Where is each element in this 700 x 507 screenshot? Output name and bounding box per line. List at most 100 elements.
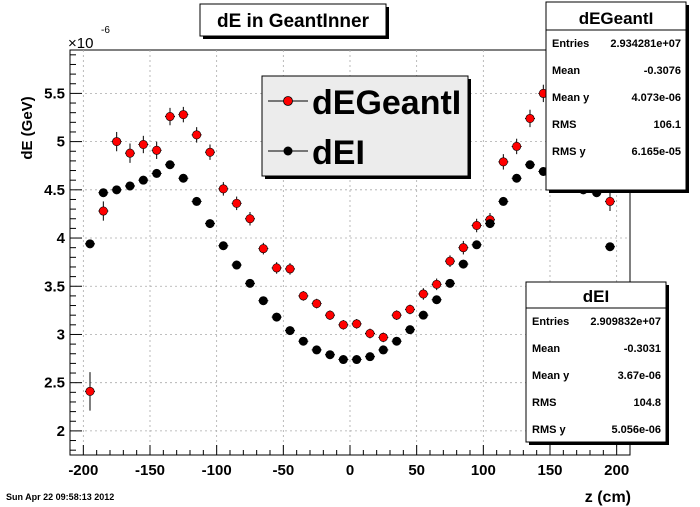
stats-box-dei-shadow-side xyxy=(666,285,669,445)
degeanti-point xyxy=(218,184,228,194)
x-tick-label: -150 xyxy=(135,462,165,479)
dei-point xyxy=(218,241,228,251)
stats-row-label: Mean xyxy=(532,343,560,355)
legend-marker-dei xyxy=(283,146,293,156)
dei-point xyxy=(205,219,215,229)
dei-point xyxy=(165,160,175,170)
dei-point xyxy=(285,326,295,336)
stats-box-dei-title: dEI xyxy=(583,287,609,306)
legend-label-degeanti: dEGeantI xyxy=(312,84,461,122)
x-tick-label: 0 xyxy=(346,462,354,479)
dei-point xyxy=(472,240,482,250)
stats-row-label: Mean xyxy=(552,65,580,77)
x-tick-label: 200 xyxy=(604,462,629,479)
x-tick-label: 150 xyxy=(537,462,562,479)
x-tick-label: 50 xyxy=(408,462,425,479)
degeanti-point xyxy=(165,112,175,122)
stats-row-value: 4.073e-06 xyxy=(631,92,681,104)
degeanti-point xyxy=(445,256,455,266)
y-axis-label: dE (GeV) xyxy=(19,96,36,159)
x-tick-label: -50 xyxy=(272,462,294,479)
legend-marker-degeanti xyxy=(283,96,293,106)
degeanti-point xyxy=(432,279,442,289)
stats-row-value: 104.8 xyxy=(633,397,661,409)
dei-point xyxy=(525,160,535,170)
dei-point xyxy=(445,278,455,288)
stats-row-value: 6.165e-05 xyxy=(631,146,681,158)
dei-point xyxy=(178,173,188,183)
chart-title: dE in GeantInner xyxy=(217,11,370,32)
stats-box-degeanti-title: dEGeantI xyxy=(579,9,654,28)
x-tick-label: -100 xyxy=(202,462,232,479)
degeanti-point xyxy=(312,299,322,309)
degeanti-point xyxy=(112,137,122,147)
dei-point xyxy=(365,352,375,362)
y-tick-label: 2.5 xyxy=(44,375,65,392)
stats-row-label: RMS y xyxy=(532,424,567,436)
degeanti-point xyxy=(152,145,162,155)
degeanti-point xyxy=(338,320,348,330)
stats-row-label: Entries xyxy=(552,38,589,50)
degeanti-point xyxy=(365,328,375,338)
stats-row-value: 2.934281e+07 xyxy=(610,38,681,50)
degeanti-point xyxy=(232,198,242,208)
degeanti-point xyxy=(98,206,108,216)
legend-shadow-side xyxy=(468,79,471,179)
title-box-shadow-side xyxy=(386,7,389,39)
stats-row-label: RMS xyxy=(552,119,576,131)
stats-box-degeanti-shadow-side xyxy=(686,5,689,193)
y-tick-label: 5 xyxy=(57,134,65,151)
dei-point xyxy=(338,355,348,365)
dei-point xyxy=(272,312,282,322)
degeanti-point xyxy=(458,243,468,253)
degeanti-point xyxy=(498,157,508,167)
dei-point xyxy=(258,296,268,306)
dei-point xyxy=(125,181,135,191)
degeanti-point xyxy=(472,221,482,231)
stats-row-value: 106.1 xyxy=(653,119,681,131)
dei-point xyxy=(112,185,122,195)
title-box-frame xyxy=(199,3,387,37)
stats-row-value: -0.3031 xyxy=(624,343,661,355)
stats-box-dei-shadow-bottom xyxy=(529,442,669,445)
dei-point xyxy=(192,196,202,206)
degeanti-point xyxy=(405,304,415,314)
dei-point xyxy=(152,168,162,178)
degeanti-point xyxy=(298,291,308,301)
dei-point xyxy=(98,188,108,198)
stats-row-label: Mean y xyxy=(532,370,570,382)
legend-entry-dei: dEI xyxy=(268,134,365,172)
dei-point xyxy=(85,239,95,249)
degeanti-point xyxy=(512,141,522,151)
y-exponent-label: ×10 xyxy=(68,35,93,52)
dei-point xyxy=(245,278,255,288)
stats-row-value: 2.909832e+07 xyxy=(590,316,661,328)
degeanti-point xyxy=(325,310,335,320)
degeanti-point xyxy=(605,196,615,206)
stats-box-degeanti: dEGeantI Entries 2.934281e+07 Mean -0.30… xyxy=(545,1,689,193)
y-tick-label: 4.5 xyxy=(44,182,65,199)
stats-box-degeanti-frame xyxy=(545,1,687,191)
y-tick-label: 4 xyxy=(57,230,66,247)
degeanti-point xyxy=(525,113,535,123)
dei-point xyxy=(432,295,442,305)
degeanti-point xyxy=(392,310,402,320)
degeanti-point xyxy=(258,244,268,254)
stats-row-label: RMS y xyxy=(552,146,587,158)
degeanti-point xyxy=(352,319,362,329)
dei-point xyxy=(605,242,615,252)
dei-point xyxy=(138,175,148,185)
timestamp: Sun Apr 22 09:58:13 2012 xyxy=(6,492,114,502)
degeanti-point xyxy=(272,263,282,273)
legend-entry-degeanti: dEGeantI xyxy=(268,84,461,122)
stats-row-value: 3.67e-06 xyxy=(618,370,661,382)
x-tick-label: 100 xyxy=(471,462,496,479)
stats-box-dei-frame xyxy=(525,281,667,443)
degeanti-point xyxy=(418,289,428,299)
degeanti-point xyxy=(138,140,148,150)
dei-point xyxy=(405,325,415,335)
dei-point xyxy=(458,259,468,269)
degeanti-point xyxy=(378,332,388,342)
stats-row-value: 5.056e-06 xyxy=(611,424,661,436)
